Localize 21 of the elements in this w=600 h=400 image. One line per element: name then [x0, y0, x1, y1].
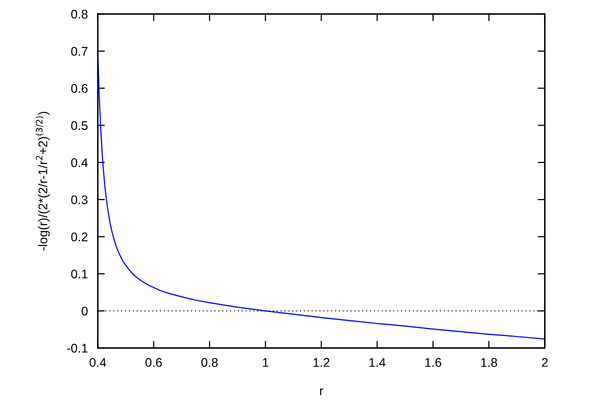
x-tick-label: 1.4	[369, 358, 386, 367]
x-tick-label: 1.6	[425, 358, 442, 367]
x-tick-label: 1	[262, 358, 268, 367]
y-tick-label: 0.8	[71, 10, 88, 19]
y-tick-label: 0.3	[71, 195, 88, 204]
x-tick-label: 0.6	[145, 358, 162, 367]
x-tick-label: 1.2	[314, 358, 330, 367]
x-tick-label: 0.4	[90, 358, 106, 367]
y-tick-label: 0	[82, 306, 88, 316]
x-tick-label: 2	[542, 358, 548, 367]
y-tick-label: 0.2	[71, 232, 88, 242]
x-axis-title: r	[320, 388, 324, 396]
y-tick-label: 0.1	[71, 270, 88, 278]
y-tick-label: 0.7	[71, 46, 88, 56]
x-tick-label: 1.8	[481, 358, 498, 367]
y-tick-label: -0.1	[67, 344, 88, 353]
y-axis-title: -log(r)/(2*(2/r-1/r$^{2}$+2)$^{(3/2)}$)	[36, 112, 50, 250]
y-tick-label: 0.4	[71, 158, 88, 168]
x-tick-label: 0.8	[201, 358, 218, 367]
y-tick-label: 0.6	[71, 84, 88, 93]
y-tick-label: 0.5	[71, 121, 88, 130]
